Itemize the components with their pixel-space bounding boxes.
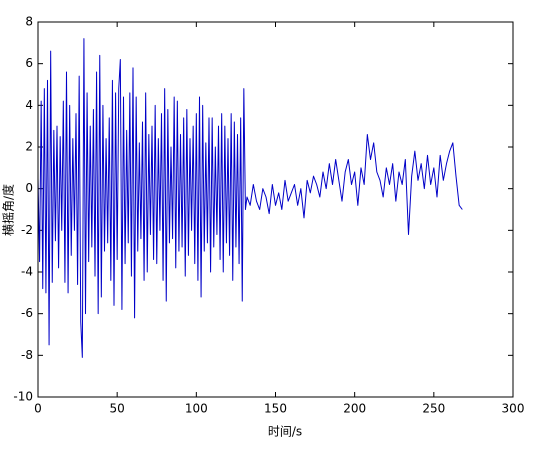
y-tick-label: 4: [25, 98, 33, 112]
x-tick-label: 300: [502, 402, 525, 416]
y-tick-label: 2: [25, 140, 33, 154]
y-tick-label: -4: [21, 265, 33, 279]
y-axis-label: 横摇角/度: [1, 184, 16, 236]
y-tick-label: 6: [25, 56, 33, 70]
y-tick-label: -10: [13, 390, 33, 404]
y-tick-label: 0: [25, 181, 33, 195]
y-tick-label: -6: [21, 306, 33, 320]
y-tick-label: -2: [21, 223, 33, 237]
y-tick-label: 8: [25, 15, 33, 29]
data-line: [37, 38, 463, 358]
x-axis-label: 时间/s: [268, 425, 302, 439]
x-tick-label: 50: [110, 402, 125, 416]
plot-frame: [37, 21, 514, 398]
x-tick-label: 100: [185, 402, 208, 416]
y-tick-label: -8: [21, 348, 33, 362]
x-tick-label: 200: [343, 402, 366, 416]
x-tick-label: 0: [34, 402, 42, 416]
x-tick-label: 150: [264, 402, 287, 416]
x-tick-label: 250: [422, 402, 445, 416]
